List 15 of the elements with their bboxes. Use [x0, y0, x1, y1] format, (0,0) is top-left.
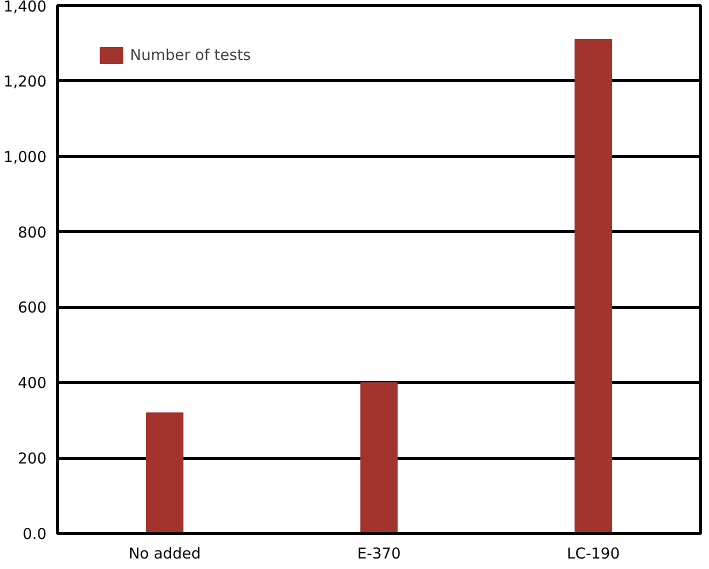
legend-label: Number of tests: [130, 46, 251, 64]
y-tick-label: 600: [18, 298, 47, 317]
y-tick-label: 0.0: [22, 525, 47, 543]
y-tick-label: 1,400: [4, 0, 47, 16]
y-tick-label: 1,200: [4, 72, 47, 90]
y-tick-label: 800: [18, 223, 47, 242]
y-tick-label: 200: [18, 450, 47, 468]
bar: [146, 412, 184, 534]
bar: [360, 382, 398, 534]
y-tick-label: 400: [18, 374, 47, 392]
x-tick-label: LC-190: [566, 544, 620, 562]
y-tick-label: 1,000: [4, 148, 47, 166]
bar: [574, 38, 612, 534]
x-tick-label: E-370: [357, 544, 401, 562]
x-tick-label: No added: [128, 544, 201, 562]
